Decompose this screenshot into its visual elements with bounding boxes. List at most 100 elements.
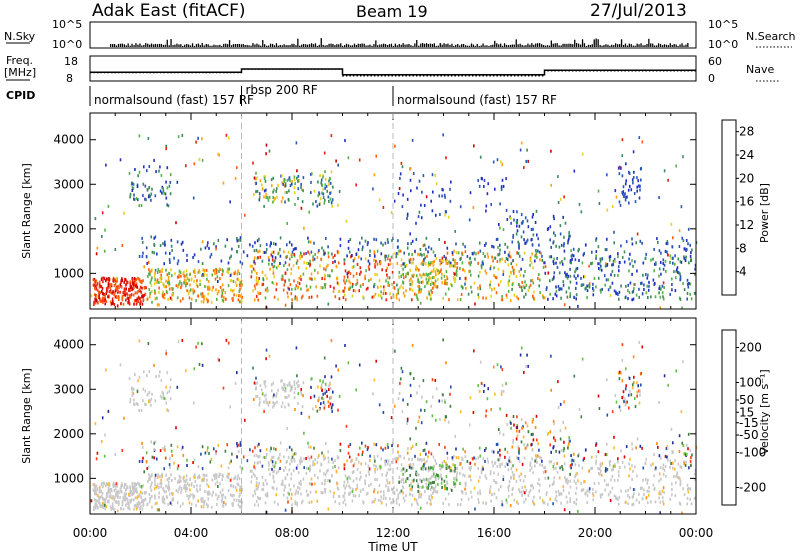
velocity-cell [590, 467, 593, 471]
power-cell [111, 291, 114, 295]
velocity-cell [241, 467, 244, 471]
power-cell [685, 239, 688, 242]
power-cell [499, 258, 501, 262]
power-cell [178, 273, 181, 277]
velocity-cell [675, 481, 677, 485]
power-cell [136, 185, 139, 189]
power-cell [215, 247, 217, 251]
power-cell [389, 262, 392, 266]
power-cell [146, 188, 149, 192]
velocity-cell [281, 401, 284, 405]
power-cell [296, 176, 298, 180]
velocity-cell [374, 459, 376, 463]
velocity-cell [512, 464, 514, 468]
nave-tick-high: 60 [708, 55, 722, 68]
power-cell [622, 185, 625, 189]
velocity-cell [265, 455, 267, 459]
power-cell [422, 280, 424, 284]
power-cell [347, 271, 349, 275]
velocity-cell [129, 400, 131, 404]
nsky-bar [429, 43, 432, 47]
velocity-cell [161, 396, 163, 400]
power-cell [169, 296, 172, 300]
power-cell [625, 195, 627, 199]
velocity-cell [380, 490, 382, 494]
power-cell [454, 229, 456, 233]
velocity-cell [258, 497, 260, 501]
nsky-bar [533, 44, 535, 47]
velocity-cell [338, 395, 341, 398]
power-cell [352, 289, 355, 293]
power-cell [563, 249, 566, 253]
power-cell [539, 258, 541, 262]
velocity-cell [300, 458, 302, 462]
velocity-cell [135, 507, 138, 511]
velocity-cell [332, 466, 334, 469]
velocity-cell [308, 482, 311, 486]
power-cell [368, 262, 371, 266]
power-cell [547, 271, 550, 275]
velocity-cell [382, 497, 385, 501]
velocity-cell [567, 444, 569, 448]
power-cell [196, 284, 199, 288]
nsky-bar [507, 45, 510, 47]
nsky-bar [459, 45, 461, 47]
power-cell [156, 296, 158, 300]
power-cell [369, 249, 371, 253]
velocity-cell [435, 418, 437, 422]
power-cell [439, 270, 441, 274]
power-cell [128, 302, 131, 306]
nsky-bar [135, 43, 137, 47]
velocity-cell [296, 464, 299, 468]
velocity-cell [124, 498, 127, 502]
velocity-cell [347, 445, 350, 448]
power-cell [595, 285, 597, 289]
velocity-cell [494, 480, 497, 484]
power-cell [310, 272, 313, 276]
velocity-cell [399, 454, 402, 458]
velocity-cell [666, 445, 669, 449]
power-cell [664, 259, 667, 263]
power-cell [101, 290, 103, 293]
power-cell [604, 248, 607, 252]
velocity-cell [238, 505, 241, 509]
velocity-cell [135, 483, 138, 486]
velocity-cell [186, 494, 188, 498]
velocity-cell [652, 483, 655, 487]
velocity-cell [293, 391, 296, 395]
velocity-cell [577, 479, 579, 483]
velocity-cell [120, 507, 122, 511]
velocity-cell [689, 497, 691, 501]
velocity-cell [683, 452, 686, 456]
velocity-cell [409, 473, 411, 477]
power-cell [452, 275, 455, 279]
velocity-cell [183, 483, 186, 487]
power-cell [580, 210, 583, 214]
velocity-cell [131, 391, 134, 395]
power-cell [380, 252, 383, 256]
velocity-cell [190, 502, 193, 506]
velocity-cell [677, 462, 680, 466]
power-cell [179, 280, 181, 284]
power-cell [173, 256, 175, 260]
power-cell [400, 275, 402, 278]
power-cell [400, 258, 403, 262]
velocity-cell [176, 445, 179, 449]
power-cell [404, 265, 406, 269]
velocity-cell [572, 452, 575, 456]
power-cell [272, 196, 274, 199]
power-cell [218, 270, 220, 273]
velocity-cell [279, 459, 282, 463]
power-cell [470, 290, 473, 294]
power-cell [566, 295, 569, 299]
power-cell [298, 179, 300, 183]
power-cell [256, 176, 258, 180]
power-cell [664, 249, 667, 253]
velocity-cell [187, 497, 190, 501]
velocity-cell [272, 455, 275, 459]
power-cell [511, 240, 514, 244]
velocity-cell [103, 498, 105, 501]
power-cell [295, 261, 298, 265]
velocity-cell [648, 489, 650, 493]
